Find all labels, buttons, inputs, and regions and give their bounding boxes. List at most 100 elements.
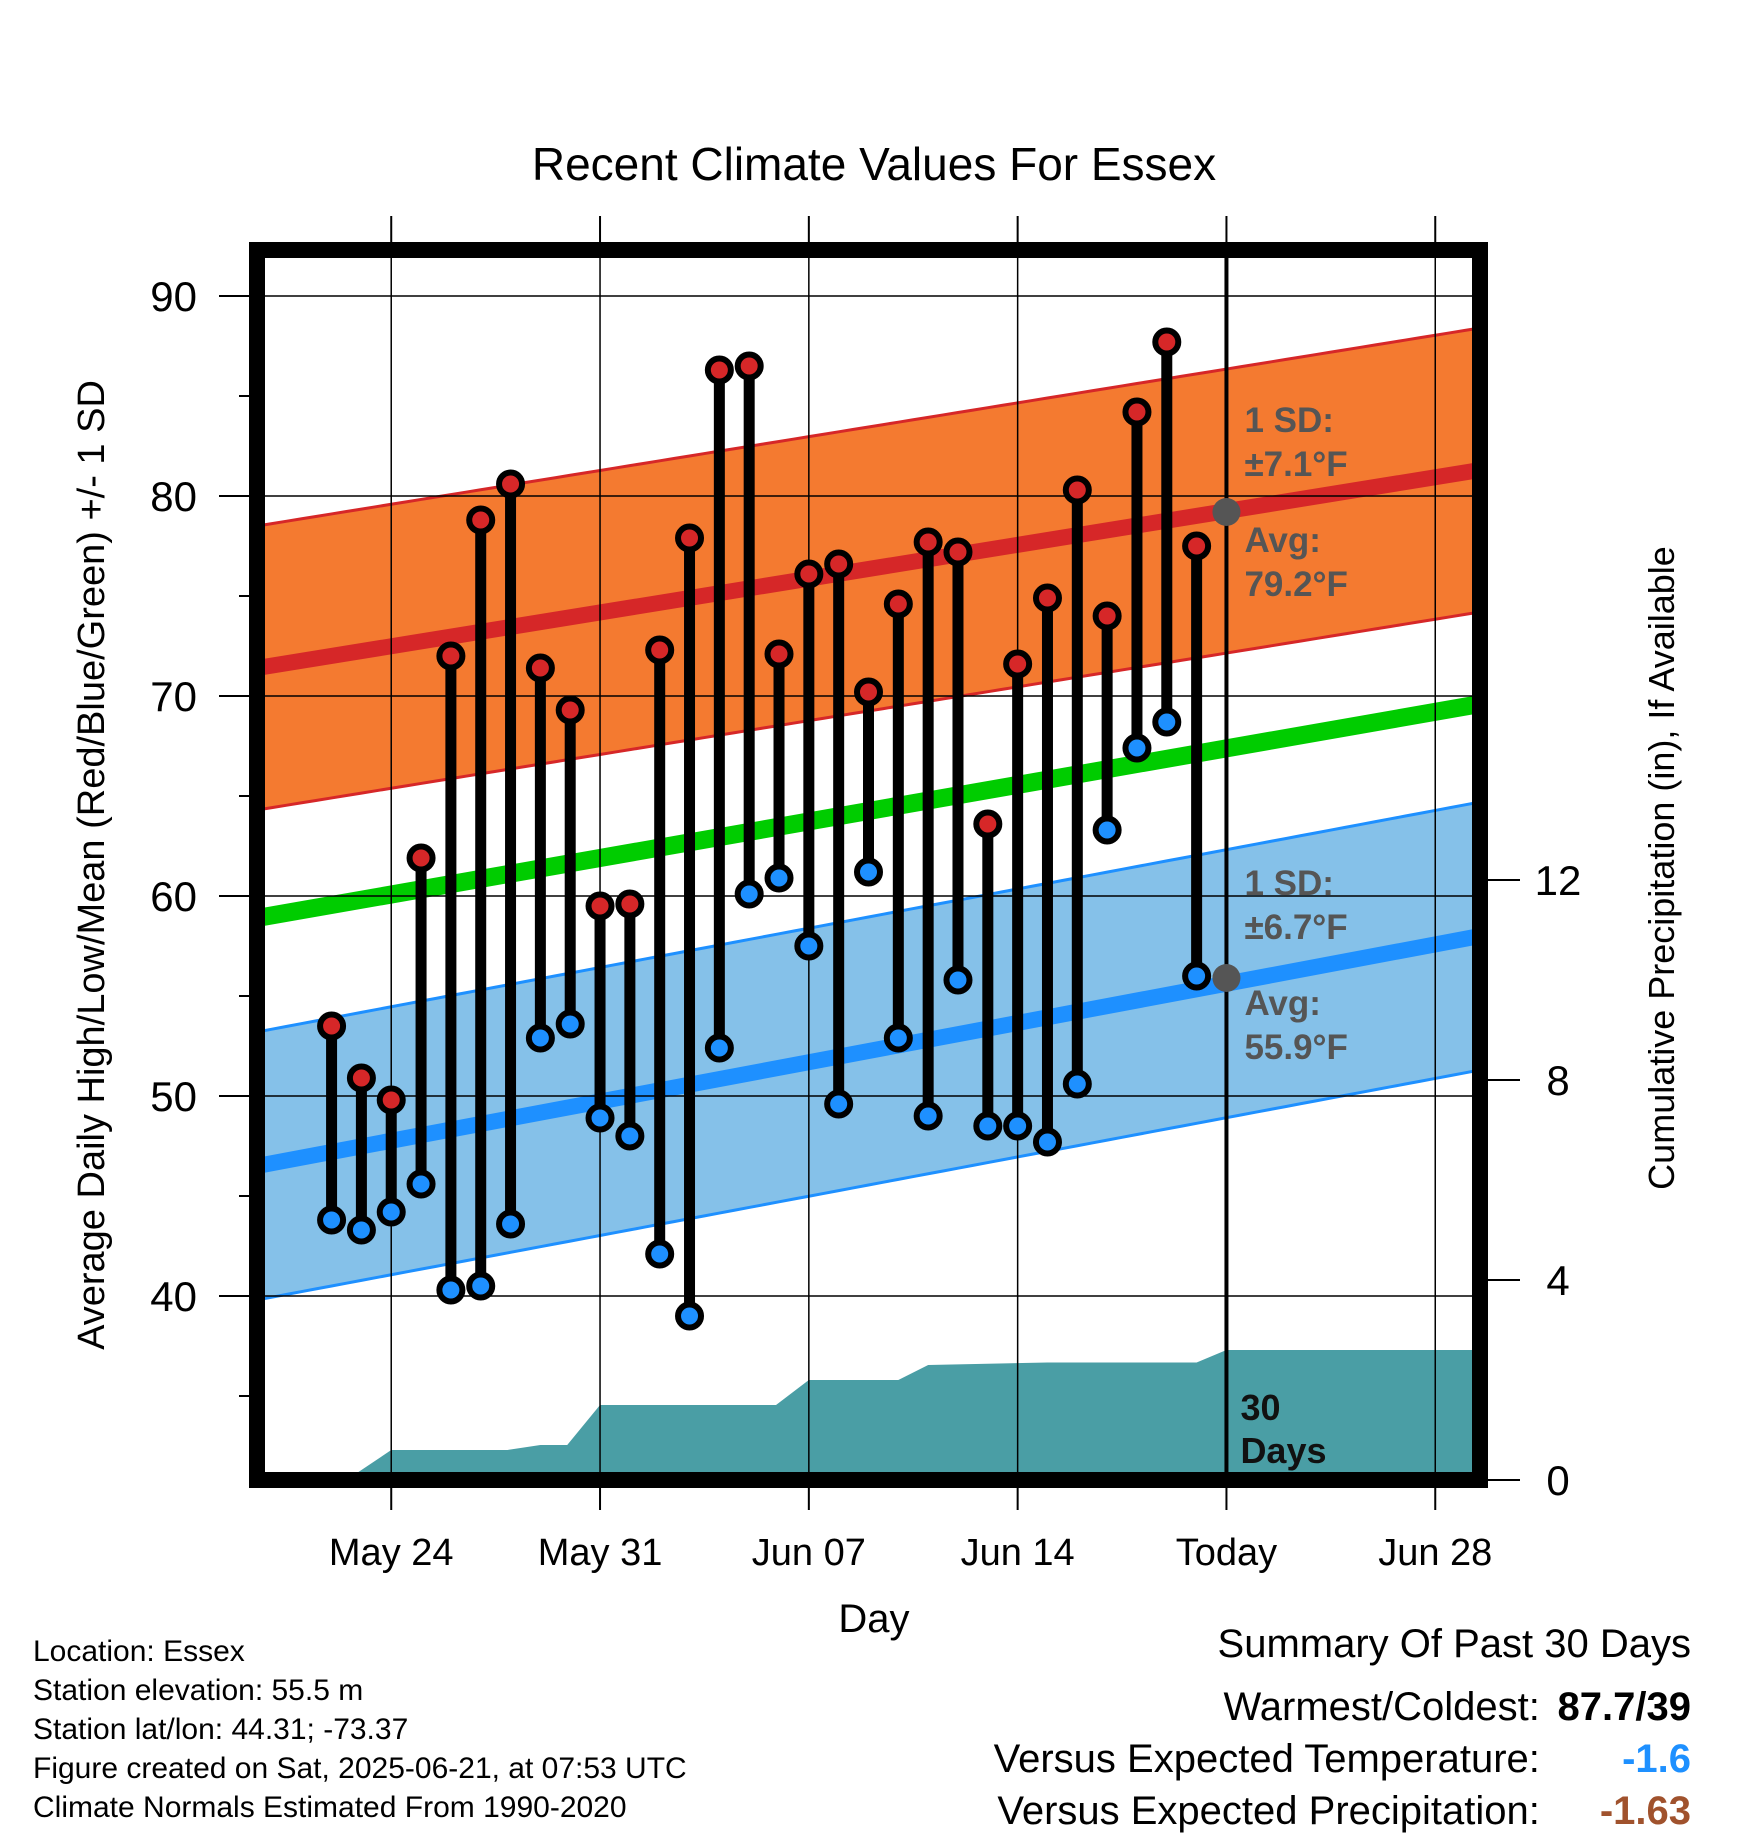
low-sd-label: 1 SD: ±6.7°F	[1244, 864, 1347, 947]
today-low-marker	[1212, 964, 1241, 992]
summary-panel: Summary Of Past 30 Days Warmest/Coldest:…	[994, 1622, 1691, 1837]
summary-precipitation: Versus Expected Precipitation: -1.63	[994, 1785, 1691, 1837]
daily-low-dot	[1032, 1127, 1062, 1157]
daily-high-dot	[376, 1085, 406, 1115]
normal-bands-group	[255, 326, 1482, 1302]
daily-low-dot	[973, 1111, 1003, 1141]
daily-low-dot	[1152, 707, 1182, 737]
daily-high-dot	[406, 843, 436, 873]
summary-warmest-coldest: Warmest/Coldest: 87.7/39	[994, 1681, 1692, 1733]
daily-low-dot	[1003, 1111, 1033, 1141]
x-axis-label: Day	[838, 1597, 909, 1641]
daily-low-dot	[704, 1033, 734, 1063]
daily-high-dot	[585, 891, 615, 921]
daily-dots	[317, 327, 1212, 1331]
daily-low-dot	[496, 1209, 526, 1239]
daily-high-dot	[973, 809, 1003, 839]
daily-high-dot	[794, 559, 824, 589]
precipitation-area	[289, 1350, 1475, 1480]
daily-high-dot	[346, 1063, 376, 1093]
right-tick-label: 0	[1546, 1457, 1569, 1504]
daily-high-dot	[436, 641, 466, 671]
precipitation-area-group	[289, 1350, 1475, 1480]
daily-high-dot	[854, 677, 883, 707]
plot-frame	[249, 242, 1488, 1488]
warmest-coldest-label: Warmest/Coldest:	[1223, 1685, 1540, 1729]
daily-low-dot	[436, 1275, 466, 1305]
low-avg-label: Avg: 55.9°F	[1244, 984, 1348, 1067]
daily-low-dot	[1122, 733, 1152, 763]
daily-low-dot	[675, 1301, 705, 1331]
daily-low-dot	[1062, 1069, 1092, 1099]
grid-group	[257, 250, 1480, 1480]
temperature-label: Versus Expected Temperature:	[993, 1737, 1540, 1781]
y-tick-label: 90	[150, 273, 197, 320]
daily-high-dot	[615, 889, 645, 919]
daily-low-dot	[376, 1197, 406, 1227]
daily-low-dot	[794, 931, 824, 961]
daily-high-dot	[1032, 583, 1062, 613]
y-tick-label: 40	[150, 1273, 197, 1320]
daily-high-dot	[1182, 531, 1212, 561]
today-group: 30 Days	[1212, 250, 1327, 1480]
summary-heading: Summary Of Past 30 Days	[1217, 1622, 1691, 1666]
daily-high-dot	[1152, 327, 1182, 357]
created-line: Figure created on Sat, 2025-06-21, at 07…	[33, 1752, 687, 1785]
daily-low-dot	[406, 1169, 436, 1199]
daily-high-dot	[883, 589, 913, 619]
daily-high-dot	[466, 505, 496, 535]
high-sd-label: 1 SD: ±7.1°F	[1244, 401, 1347, 484]
x-tick-label: Jun 28	[1378, 1532, 1492, 1574]
daily-low-dot	[913, 1101, 943, 1131]
daily-low-dot	[1182, 961, 1212, 991]
daily-low-dot	[525, 1023, 555, 1053]
precipitation-value: -1.63	[1599, 1789, 1691, 1833]
right-axis-label: Cumulative Precipitation (in), If Availa…	[1641, 546, 1682, 1190]
today-window-label: 30 Days	[1240, 1387, 1326, 1471]
latlon-line: Station lat/lon: 44.31; -73.37	[33, 1713, 409, 1746]
daily-high-dot	[645, 635, 675, 665]
daily-low-dot	[645, 1239, 675, 1269]
daily-range-stems	[326, 342, 1203, 1316]
y-tick-label: 50	[150, 1073, 197, 1120]
chart-title: Recent Climate Values For Essex	[532, 138, 1216, 190]
daily-low-dot	[883, 1023, 913, 1053]
daily-low-dot	[615, 1121, 645, 1151]
today-high-marker	[1212, 498, 1241, 526]
high-normal-line	[255, 462, 1482, 676]
daily-high-dot	[734, 351, 764, 381]
daily-high-dot	[1003, 649, 1033, 679]
y-tick-label: 70	[150, 673, 197, 720]
band-labels: 1 SD: ±7.1°F Avg: 79.2°F 1 SD: ±6.7°F Avg: 55.9…	[1244, 401, 1348, 1067]
daily-low-dot	[1092, 815, 1122, 845]
high-avg-label: Avg: 79.2°F	[1244, 521, 1348, 604]
daily-low-dot	[764, 863, 794, 893]
daily-high-dot	[704, 355, 734, 385]
warmest-coldest-value: 87.7/39	[1557, 1685, 1691, 1729]
elevation-line: Station elevation: 55.5 m	[33, 1674, 364, 1707]
y-tick-label: 80	[150, 473, 197, 520]
daily-low-dot	[555, 1009, 585, 1039]
daily-low-dot	[466, 1271, 496, 1301]
precipitation-label: Versus Expected Precipitation:	[997, 1789, 1540, 1833]
y-axis-label: Average Daily High/Low/Mean (Red/Blue/Gr…	[71, 380, 113, 1350]
daily-high-dot	[317, 1011, 347, 1041]
daily-low-dot	[854, 857, 883, 887]
y-tick-label: 60	[150, 873, 197, 920]
daily-high-dot	[824, 549, 854, 579]
daily-high-dot	[525, 653, 555, 683]
location-line: Location: Essex	[33, 1635, 245, 1668]
daily-high-dot	[555, 695, 585, 725]
daily-high-dot	[1092, 601, 1122, 631]
daily-low-dot	[317, 1205, 347, 1235]
right-tick-label: 4	[1546, 1257, 1569, 1304]
daily-high-dot	[496, 469, 526, 499]
x-tick-label: Today	[1176, 1532, 1277, 1574]
daily-low-dot	[346, 1215, 376, 1245]
daily-high-dot	[764, 639, 794, 669]
summary-temperature: Versus Expected Temperature: -1.6	[994, 1733, 1691, 1785]
daily-low-dot	[824, 1089, 854, 1119]
temperature-value: -1.6	[1622, 1737, 1691, 1781]
